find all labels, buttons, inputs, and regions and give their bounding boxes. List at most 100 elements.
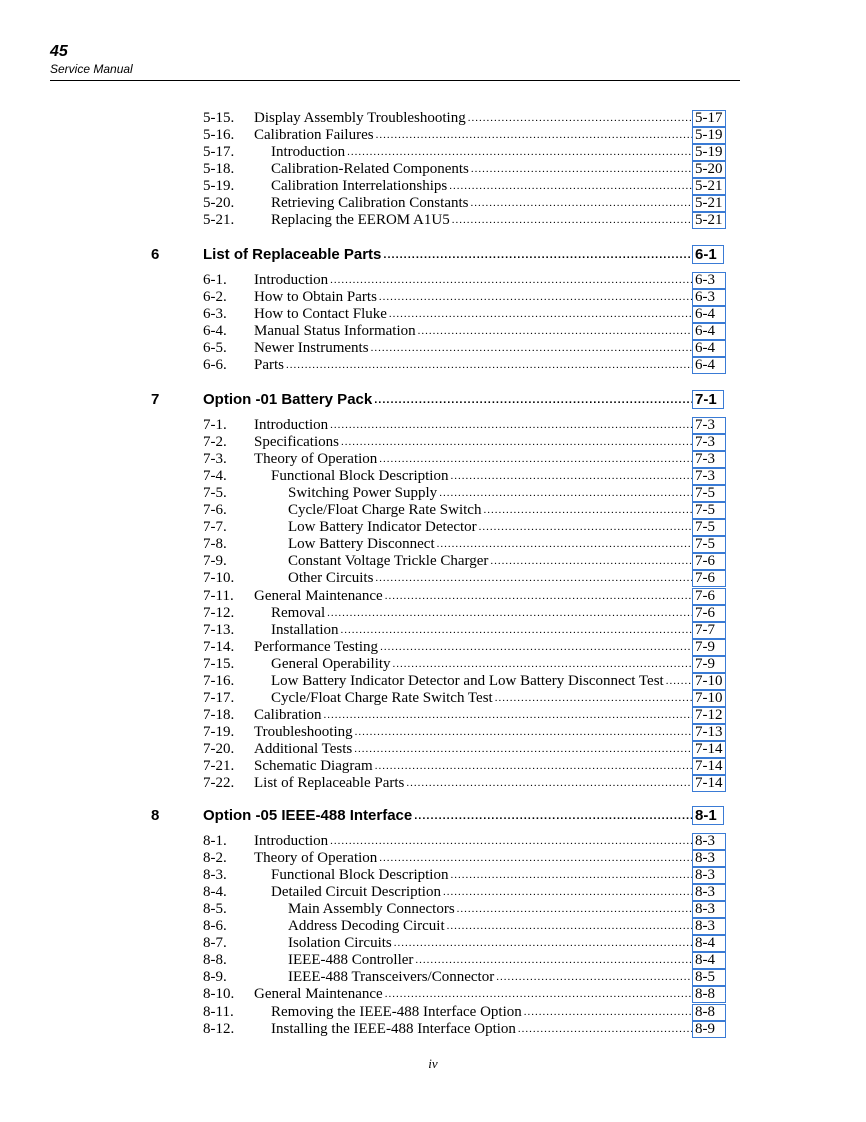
toc-entry[interactable]: 7-14. Performance Testing 7-9 (0, 638, 866, 656)
toc-entry[interactable]: 8-12. Installing the IEEE-488 Interface O… (0, 1020, 866, 1038)
toc-entry[interactable]: 7-9. Constant Voltage Trickle Charger 7-6 (0, 553, 866, 571)
toc-entry[interactable]: 6-1. Introduction 6-3 (0, 272, 866, 289)
entry-page-link[interactable]: 7-10 (692, 689, 726, 707)
toc-entry[interactable]: 7-11. General Maintenance 7-6 (0, 587, 866, 605)
entry-page-link[interactable]: 7-5 (692, 485, 726, 503)
toc-entry[interactable]: 6-2. How to Obtain Parts 6-3 (0, 289, 866, 307)
toc-entry[interactable]: 8-5. Main Assembly Connectors 8-3 (0, 901, 866, 919)
toc-entry[interactable]: 7-10. Other Circuits 7-6 (0, 570, 866, 588)
toc-entry[interactable]: 6-3. How to Contact Fluke 6-4 (0, 306, 866, 324)
entry-page-link[interactable]: 8-3 (692, 833, 726, 850)
toc-entry[interactable]: 7-8. Low Battery Disconnect 7-5 (0, 536, 866, 554)
entry-page-link[interactable]: 7-7 (692, 621, 726, 639)
entry-page-link[interactable]: 7-14 (692, 758, 726, 775)
toc-entry[interactable]: 5-18. Calibration-Related Components 5-20 (0, 161, 866, 179)
toc-entry[interactable]: 7-1. Introduction 7-3 (0, 417, 866, 434)
entry-page-link[interactable]: 8-9 (692, 1020, 726, 1038)
entry-page-link[interactable]: 6-3 (692, 272, 726, 289)
entry-page-link[interactable]: 7-6 (692, 604, 726, 622)
toc-entry[interactable]: 7-13. Installation 7-7 (0, 621, 866, 639)
entry-page-link[interactable]: 8-3 (692, 850, 726, 868)
entry-page-link[interactable]: 5-17 (692, 110, 726, 127)
toc-entry[interactable]: 7-15. General Operability 7-9 (0, 655, 866, 673)
toc-entry[interactable]: 7-22. List of Replaceable Parts 7-14 (0, 775, 866, 793)
toc-entry[interactable]: 8-2. Theory of Operation 8-3 (0, 850, 866, 868)
chapter-heading[interactable]: 8 Option -05 IEEE-488 Interface 8-1 (0, 806, 866, 826)
entry-page-link[interactable]: 6-4 (692, 357, 726, 375)
entry-page-link[interactable]: 7-5 (692, 502, 726, 520)
chapter-page-link[interactable]: 7-1 (692, 390, 724, 409)
entry-page-link[interactable]: 7-9 (692, 638, 726, 656)
entry-page-link[interactable]: 8-3 (692, 918, 726, 936)
entry-page-link[interactable]: 7-10 (692, 672, 726, 690)
entry-page-link[interactable]: 7-3 (692, 417, 726, 434)
toc-entry[interactable]: 6-4. Manual Status Information 6-4 (0, 323, 866, 341)
chapter-page-link[interactable]: 6-1 (692, 245, 724, 264)
entry-page-link[interactable]: 8-3 (692, 901, 726, 919)
toc-entry[interactable]: 7-12. Removal 7-6 (0, 604, 866, 622)
toc-entry[interactable]: 8-1. Introduction 8-3 (0, 833, 866, 850)
toc-entry[interactable]: 5-20. Retrieving Calibration Constants 5-2… (0, 195, 866, 213)
entry-page-link[interactable]: 7-13 (692, 723, 726, 741)
entry-page-link[interactable]: 7-12 (692, 706, 726, 724)
entry-page-link[interactable]: 5-21 (692, 212, 726, 230)
chapter-heading[interactable]: 6 List of Replaceable Parts 6-1 (0, 245, 866, 265)
toc-entry[interactable]: 5-15. Display Assembly Troubleshooting 5-1… (0, 110, 866, 127)
entry-page-link[interactable]: 7-6 (692, 587, 726, 605)
toc-entry[interactable]: 8-9. IEEE-488 Transceivers/Connector 8-5 (0, 969, 866, 987)
toc-entry[interactable]: 8-6. Address Decoding Circuit 8-3 (0, 918, 866, 936)
toc-entry[interactable]: 8-7. Isolation Circuits 8-4 (0, 935, 866, 953)
toc-entry[interactable]: 8-4. Detailed Circuit Description 8-3 (0, 884, 866, 902)
entry-page-link[interactable]: 8-3 (692, 884, 726, 902)
entry-page-link[interactable]: 8-4 (692, 952, 726, 970)
toc-entry[interactable]: 8-11. Removing the IEEE-488 Interface Opt… (0, 1003, 866, 1021)
toc-entry[interactable]: 5-17. Introduction 5-19 (0, 144, 866, 162)
entry-page-link[interactable]: 7-3 (692, 451, 726, 469)
entry-page-link[interactable]: 7-6 (692, 570, 726, 588)
entry-page-link[interactable]: 7-14 (692, 740, 726, 758)
toc-entry[interactable]: 8-10. General Maintenance 8-8 (0, 986, 866, 1004)
entry-page-link[interactable]: 5-21 (692, 195, 726, 213)
entry-page-link[interactable]: 8-8 (692, 1003, 726, 1021)
toc-entry[interactable]: 7-6. Cycle/Float Charge Rate Switch 7-5 (0, 502, 866, 520)
entry-page-link[interactable]: 6-4 (692, 340, 726, 358)
toc-entry[interactable]: 7-3. Theory of Operation 7-3 (0, 451, 866, 469)
entry-page-link[interactable]: 5-20 (692, 161, 726, 179)
entry-page-link[interactable]: 8-4 (692, 935, 726, 953)
toc-entry[interactable]: 7-2. Specifications 7-3 (0, 434, 866, 452)
toc-entry[interactable]: 7-5. Switching Power Supply 7-5 (0, 485, 866, 503)
entry-page-link[interactable]: 6-4 (692, 323, 726, 341)
entry-page-link[interactable]: 5-19 (692, 127, 726, 145)
toc-entry[interactable]: 7-17. Cycle/Float Charge Rate Switch Test… (0, 689, 866, 707)
entry-page-link[interactable]: 5-21 (692, 178, 726, 196)
entry-page-link[interactable]: 7-6 (692, 553, 726, 571)
toc-entry[interactable]: 7-16. Low Battery Indicator Detector and … (0, 672, 866, 690)
entry-page-link[interactable]: 8-5 (692, 969, 726, 987)
entry-page-link[interactable]: 5-19 (692, 144, 726, 162)
entry-page-link[interactable]: 7-5 (692, 536, 726, 554)
toc-entry[interactable]: 7-18. Calibration 7-12 (0, 706, 866, 724)
chapter-page-link[interactable]: 8-1 (692, 806, 724, 825)
chapter-heading[interactable]: 7 Option -01 Battery Pack 7-1 (0, 390, 866, 410)
toc-entry[interactable]: 5-19. Calibration Interrelationships 5-21 (0, 178, 866, 196)
toc-entry[interactable]: 7-7. Low Battery Indicator Detector 7-5 (0, 519, 866, 537)
toc-entry[interactable]: 8-8. IEEE-488 Controller 8-4 (0, 952, 866, 970)
toc-entry[interactable]: 8-3. Functional Block Description 8-3 (0, 867, 866, 885)
entry-page-link[interactable]: 8-3 (692, 867, 726, 885)
toc-entry[interactable]: 7-20. Additional Tests 7-14 (0, 740, 866, 758)
toc-entry[interactable]: 6-6. Parts 6-4 (0, 357, 866, 375)
toc-entry[interactable]: 5-21. Replacing the EEROM A1U5 5-21 (0, 212, 866, 230)
toc-entry[interactable]: 7-19. Troubleshooting 7-13 (0, 723, 866, 741)
entry-page-link[interactable]: 7-3 (692, 468, 726, 486)
toc-entry[interactable]: 7-4. Functional Block Description 7-3 (0, 468, 866, 486)
entry-page-link[interactable]: 6-4 (692, 306, 726, 324)
entry-page-link[interactable]: 7-9 (692, 655, 726, 673)
toc-entry[interactable]: 6-5. Newer Instruments 6-4 (0, 340, 866, 358)
entry-page-link[interactable]: 7-5 (692, 519, 726, 537)
toc-entry[interactable]: 7-21. Schematic Diagram 7-14 (0, 758, 866, 775)
entry-page-link[interactable]: 7-3 (692, 434, 726, 452)
entry-page-link[interactable]: 6-3 (692, 289, 726, 307)
entry-page-link[interactable]: 8-8 (692, 986, 726, 1004)
toc-entry[interactable]: 5-16. Calibration Failures 5-19 (0, 127, 866, 145)
entry-page-link[interactable]: 7-14 (692, 775, 726, 793)
